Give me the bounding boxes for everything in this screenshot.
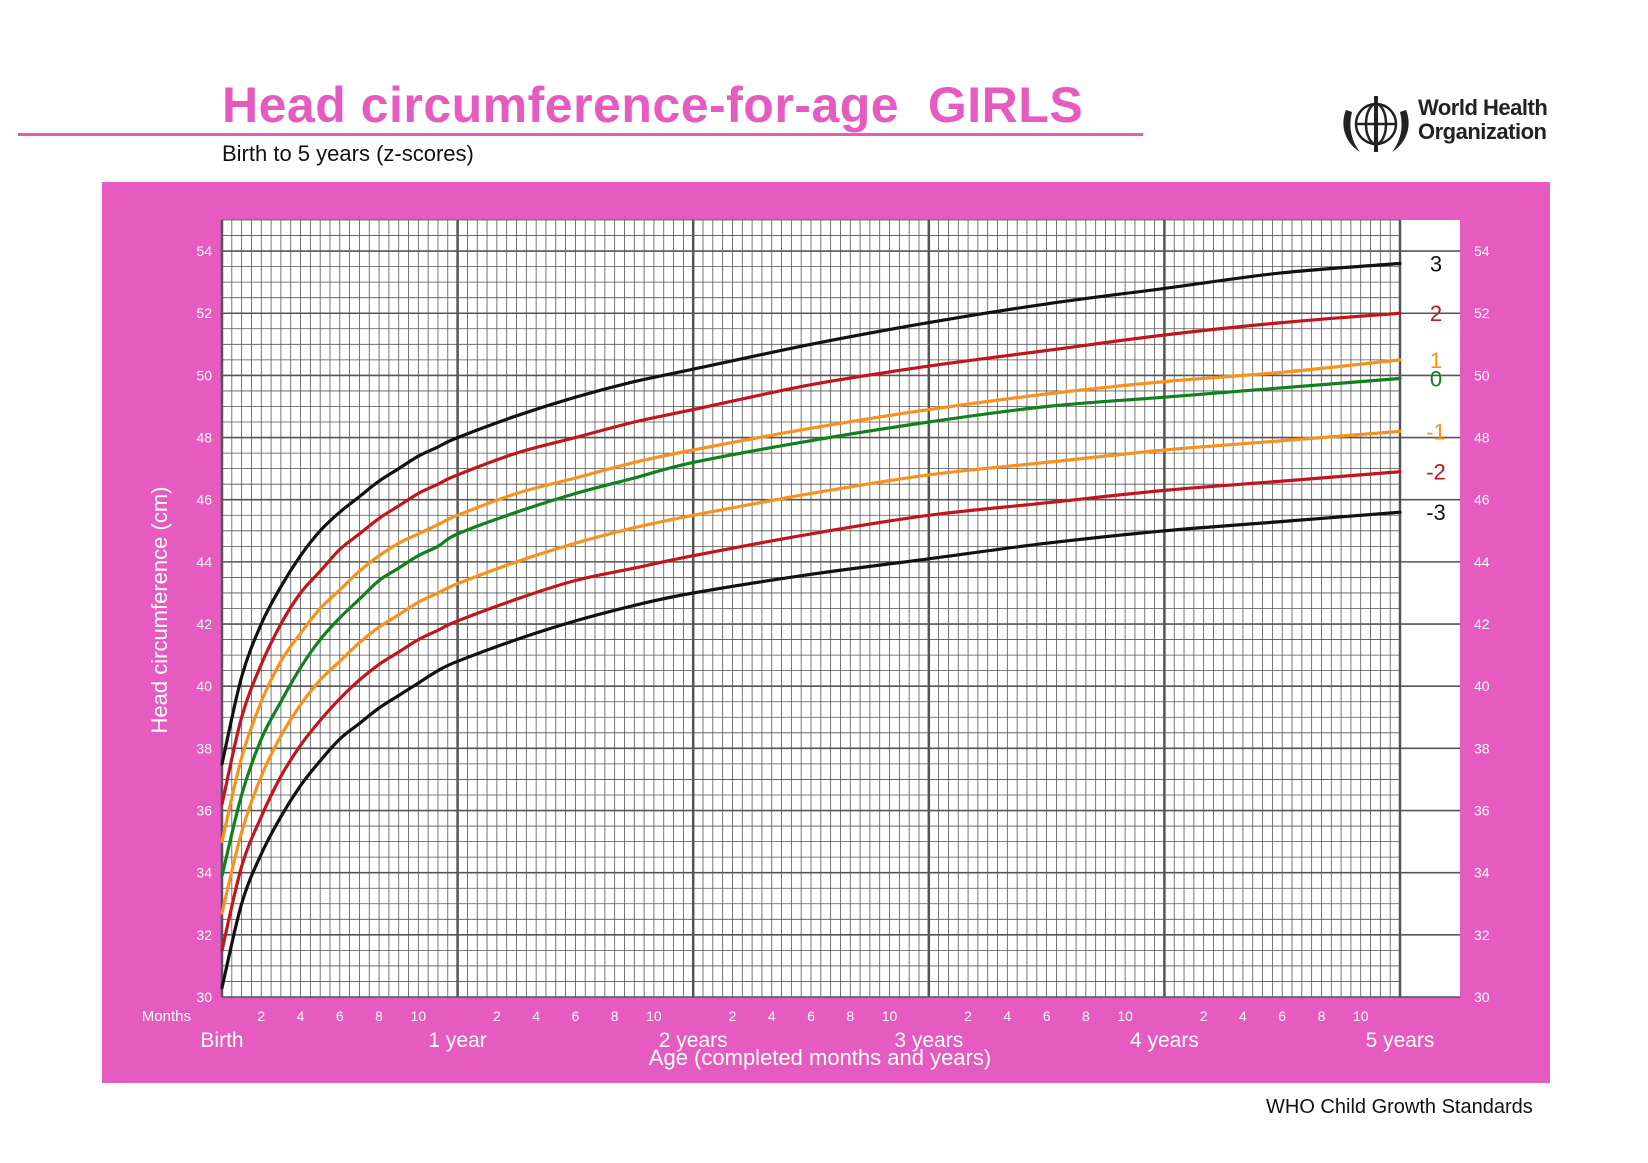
y-tick-label-right: 30 bbox=[1474, 989, 1490, 1005]
month-tick-label: 4 bbox=[1003, 1008, 1011, 1024]
y-tick-label-left: 52 bbox=[196, 305, 212, 321]
month-tick-label: 10 bbox=[411, 1008, 427, 1024]
month-tick-label: 2 bbox=[964, 1008, 972, 1024]
year-label: Birth bbox=[200, 1029, 243, 1052]
organization-name-line2: Organization bbox=[1418, 119, 1547, 144]
months-axis-label: Months bbox=[142, 1008, 191, 1025]
y-tick-label-right: 40 bbox=[1474, 678, 1490, 694]
y-tick-label-right: 42 bbox=[1474, 616, 1490, 632]
y-axis-title: Head circumference (cm) bbox=[147, 487, 172, 734]
chart-title: Head circumference-for-age GIRLS bbox=[222, 77, 1084, 133]
y-tick-label-left: 44 bbox=[196, 554, 212, 570]
z-score-curve-0 bbox=[220, 376, 1402, 878]
z-score-label--2: -2 bbox=[1426, 460, 1446, 485]
z-score-label--1: -1 bbox=[1426, 419, 1446, 444]
z-score-label--3: -3 bbox=[1426, 500, 1446, 525]
z-score-label-0: 0 bbox=[1430, 367, 1442, 392]
month-tick-label: 8 bbox=[846, 1008, 854, 1024]
x-axis-title: Age (completed months and years) bbox=[649, 1045, 991, 1070]
y-tick-label-left: 42 bbox=[196, 616, 212, 632]
z-score-label-2: 2 bbox=[1430, 301, 1442, 326]
y-tick-label-right: 50 bbox=[1474, 367, 1490, 383]
organization-name-line1: World Health bbox=[1418, 95, 1548, 120]
chart-subtitle: Birth to 5 years (z-scores) bbox=[222, 141, 474, 166]
month-tick-label: 4 bbox=[532, 1008, 540, 1024]
y-tick-label-left: 50 bbox=[196, 367, 212, 383]
z-score-curve--3 bbox=[220, 510, 1402, 990]
grid-lines bbox=[220, 219, 1460, 998]
month-tick-label: 4 bbox=[768, 1008, 776, 1024]
month-tick-label: 4 bbox=[297, 1008, 305, 1024]
y-tick-label-right: 38 bbox=[1474, 740, 1490, 756]
y-tick-label-right: 48 bbox=[1474, 430, 1490, 446]
y-tick-label-right: 54 bbox=[1474, 243, 1490, 259]
month-tick-label: 6 bbox=[572, 1008, 580, 1024]
month-tick-label: 10 bbox=[1117, 1008, 1133, 1024]
z-score-curve-2 bbox=[220, 311, 1402, 806]
footer-source: WHO Child Growth Standards bbox=[1266, 1096, 1533, 1118]
month-tick-label: 10 bbox=[1353, 1008, 1369, 1024]
y-tick-label-left: 40 bbox=[196, 678, 212, 694]
year-label: 3 years bbox=[894, 1029, 963, 1052]
month-tick-label: 8 bbox=[1318, 1008, 1326, 1024]
month-tick-label: 2 bbox=[729, 1008, 737, 1024]
year-label: 5 years bbox=[1366, 1029, 1435, 1052]
month-tick-label: 6 bbox=[807, 1008, 815, 1024]
month-tick-label: 8 bbox=[611, 1008, 619, 1024]
z-score-curve--1 bbox=[220, 429, 1402, 915]
y-tick-label-right: 32 bbox=[1474, 927, 1490, 943]
year-label: 1 year bbox=[428, 1029, 486, 1052]
organization-name: World Health Organization bbox=[1418, 95, 1548, 144]
y-tick-label-right: 36 bbox=[1474, 803, 1490, 819]
y-tick-label-left: 46 bbox=[196, 492, 212, 508]
z-score-curve-3 bbox=[220, 261, 1402, 766]
y-tick-label-left: 54 bbox=[196, 243, 212, 259]
y-tick-label-left: 36 bbox=[196, 803, 212, 819]
y-tick-label-right: 52 bbox=[1474, 305, 1490, 321]
y-tick-label-right: 34 bbox=[1474, 865, 1490, 881]
month-tick-label: 4 bbox=[1239, 1008, 1247, 1024]
month-tick-label: 2 bbox=[1200, 1008, 1208, 1024]
month-tick-label: 2 bbox=[257, 1008, 265, 1024]
z-score-curve-1 bbox=[220, 358, 1402, 844]
z-score-curve--2 bbox=[220, 470, 1402, 952]
month-tick-label: 2 bbox=[493, 1008, 501, 1024]
year-label: 4 years bbox=[1130, 1029, 1199, 1052]
y-tick-label-left: 38 bbox=[196, 740, 212, 756]
month-tick-label: 8 bbox=[1082, 1008, 1090, 1024]
month-tick-label: 8 bbox=[375, 1008, 383, 1024]
year-label: 2 years bbox=[659, 1029, 728, 1052]
z-score-label-3: 3 bbox=[1430, 252, 1442, 277]
month-tick-label: 6 bbox=[1043, 1008, 1051, 1024]
month-tick-label: 6 bbox=[336, 1008, 344, 1024]
month-tick-label: 10 bbox=[646, 1008, 662, 1024]
who-emblem-icon bbox=[1343, 96, 1409, 152]
y-tick-label-right: 46 bbox=[1474, 492, 1490, 508]
y-tick-label-left: 48 bbox=[196, 430, 212, 446]
month-tick-label: 10 bbox=[882, 1008, 898, 1024]
y-tick-label-right: 44 bbox=[1474, 554, 1490, 570]
y-tick-label-left: 32 bbox=[196, 927, 212, 943]
title-underline bbox=[18, 133, 1143, 136]
y-tick-label-left: 30 bbox=[196, 989, 212, 1005]
z-score-curves: 3 2 10 -1 -2 -3 bbox=[220, 252, 1446, 990]
z-score-label-1: 1 bbox=[1430, 348, 1442, 373]
month-tick-label: 6 bbox=[1278, 1008, 1286, 1024]
y-tick-label-left: 34 bbox=[196, 865, 212, 881]
